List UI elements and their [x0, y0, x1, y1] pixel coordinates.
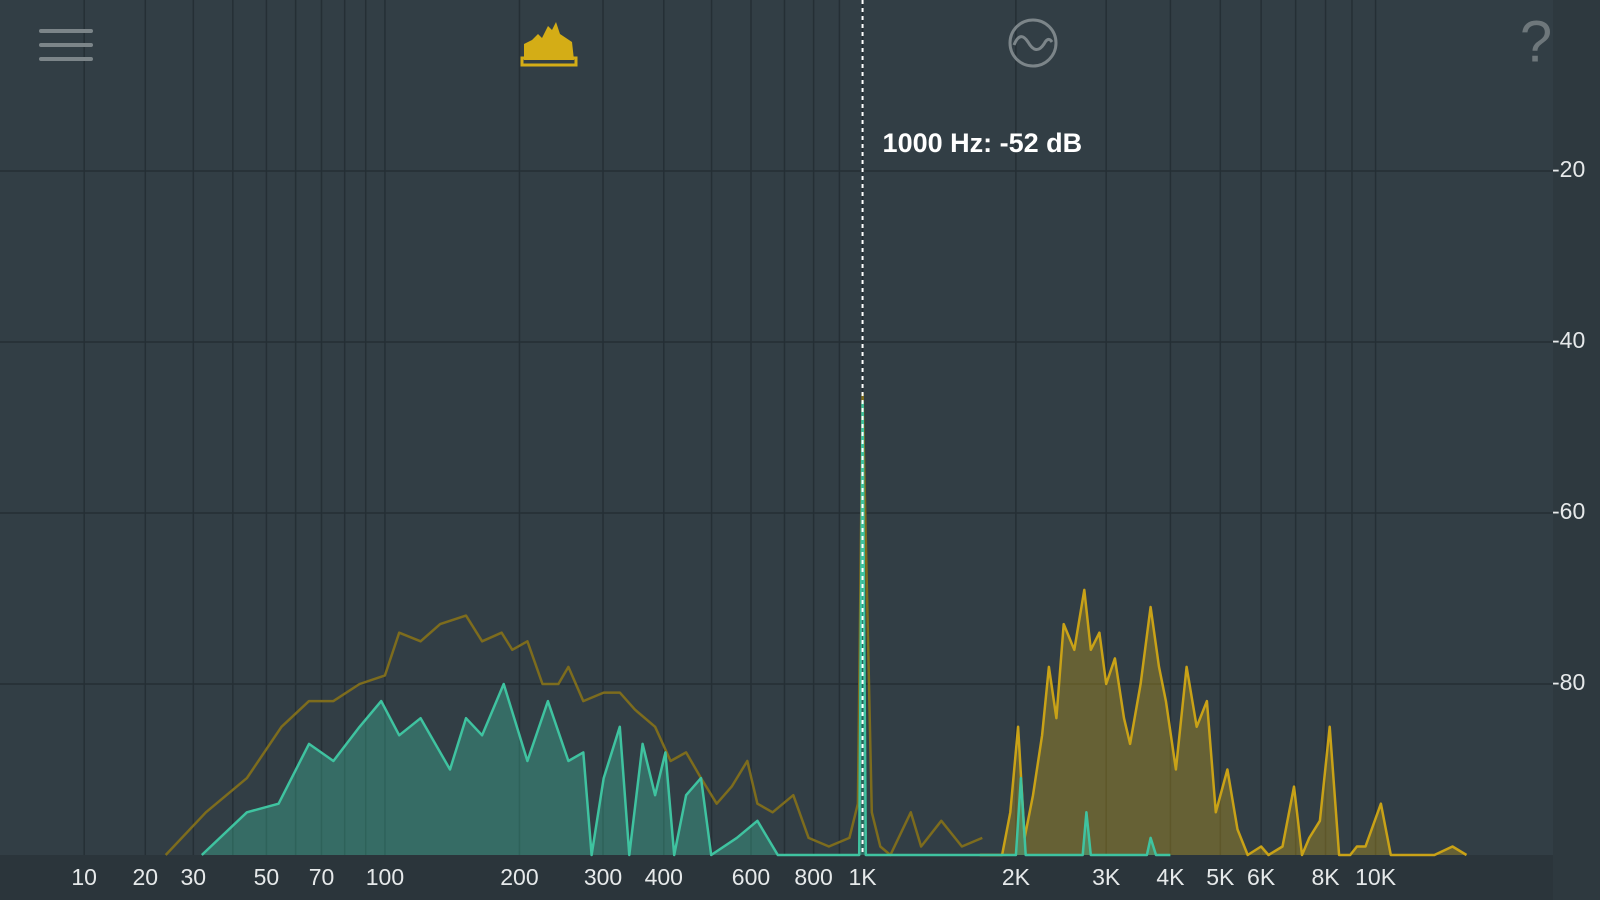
x-tick-label: 3K — [1092, 864, 1121, 890]
x-tick-label: 1K — [848, 864, 877, 890]
grid — [0, 0, 1553, 855]
spectrum-icon — [524, 22, 574, 60]
y-tick-label: -80 — [1552, 669, 1585, 695]
x-axis-strip — [0, 855, 1600, 900]
spectrum-area — [201, 401, 1171, 855]
y-tick-label: -40 — [1552, 327, 1585, 353]
x-tick-label: 10K — [1355, 864, 1397, 890]
x-tick-label: 2K — [1002, 864, 1031, 890]
help-button[interactable]: ? — [1520, 9, 1552, 74]
x-tick-label: 6K — [1247, 864, 1276, 890]
waveform-icon-wave — [1012, 35, 1054, 51]
menu-button[interactable] — [39, 29, 93, 61]
x-tick-label: 50 — [254, 864, 280, 890]
y-tick-label: -60 — [1552, 498, 1585, 524]
spectrum-icon-base — [520, 56, 578, 67]
x-tick-label: 200 — [500, 864, 538, 890]
x-tick-label: 8K — [1311, 864, 1340, 890]
x-tick-label: 5K — [1206, 864, 1235, 890]
spectrum-line — [200, 400, 1171, 857]
x-tick-label: 4K — [1156, 864, 1185, 890]
x-tick-label: 100 — [366, 864, 404, 890]
x-tick-label: 600 — [732, 864, 770, 890]
x-tick-label: 30 — [181, 864, 207, 890]
x-tick-label: 300 — [584, 864, 622, 890]
labels: 10 20 30 50 70 100 200 300 400 600 800 1K 2K 3K 4K 5K 6K… — [71, 128, 1585, 890]
x-tick-label: 70 — [309, 864, 335, 890]
spectrum-line — [164, 392, 983, 857]
waveform-icon-ring — [1008, 18, 1058, 68]
y-tick-label: -20 — [1552, 156, 1585, 182]
cursor-label: 1000 Hz: -52 dB — [883, 128, 1083, 158]
spectrum-view-button[interactable] — [520, 22, 578, 67]
x-tick-label: 20 — [133, 864, 159, 890]
waveform-view-button[interactable] — [1008, 18, 1058, 68]
y-axis-strip — [1553, 0, 1600, 900]
x-tick-label: 800 — [794, 864, 832, 890]
x-tick-label: 10 — [71, 864, 97, 890]
x-tick-label: 400 — [645, 864, 683, 890]
series-layer — [164, 0, 1468, 857]
spectrum-line — [979, 588, 1468, 857]
